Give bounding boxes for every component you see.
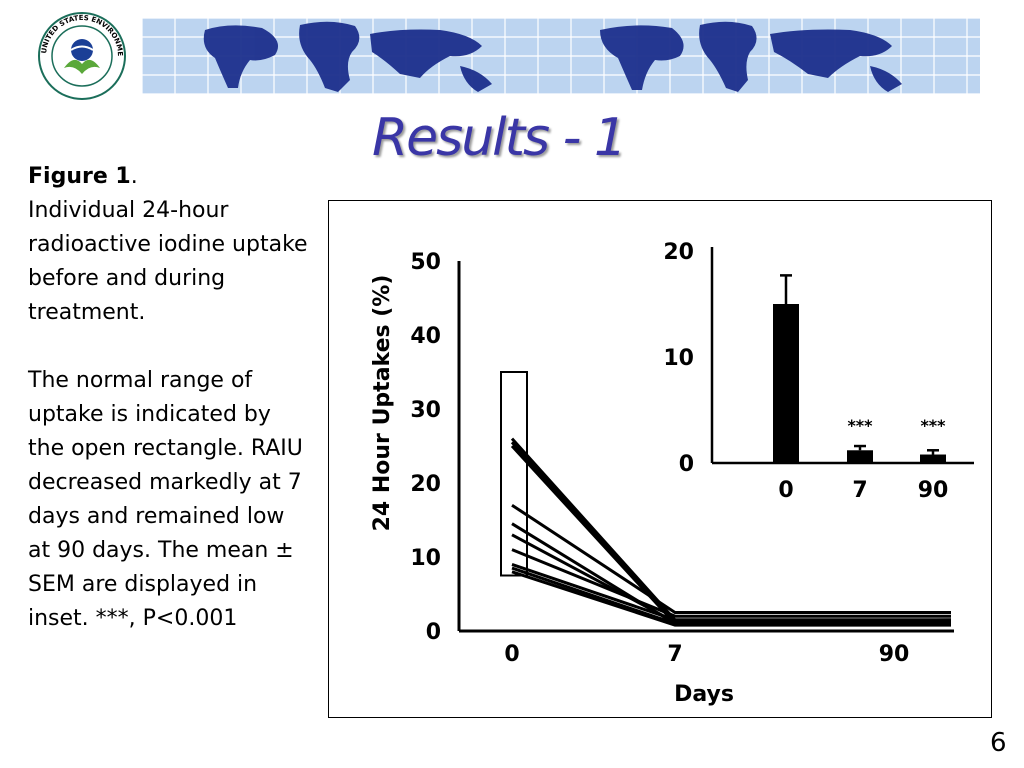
header-banner xyxy=(141,17,980,95)
figure-chart: 0 10 20 30 40 50 0 7 90 Days 24 Hour Uptakes (%… xyxy=(370,240,974,707)
page-number: 6 xyxy=(990,728,1007,758)
main-x-axis-label: Days xyxy=(674,682,734,707)
inset-bar-chart: *** *** 0 10 20 0 7 90 xyxy=(663,240,974,503)
inset-x-tick-label: 7 xyxy=(852,478,867,503)
figure-caption: Figure 1. Individual 24-hour radioactive … xyxy=(28,160,313,670)
main-series-line xyxy=(510,441,952,624)
main-y-tick-label: 50 xyxy=(410,250,441,275)
main-series-line xyxy=(511,522,951,626)
caption-paragraph-2: The normal range of uptake is indicated … xyxy=(28,364,313,636)
main-x-tick-labels: 0 7 90 xyxy=(504,642,909,667)
inset-x-tick-labels: 0 7 90 xyxy=(778,478,948,503)
main-series-line xyxy=(510,444,951,626)
chart-frame: 0 10 20 30 40 50 0 7 90 Days 24 Hour Uptakes (%… xyxy=(328,200,992,718)
main-y-tick-label: 0 xyxy=(426,620,441,645)
main-series-lines xyxy=(510,437,952,627)
main-series-line xyxy=(511,548,951,618)
main-y-tick-label: 30 xyxy=(410,398,441,423)
inset-x-tick-label: 0 xyxy=(778,478,793,503)
main-y-tick-label: 20 xyxy=(410,472,441,497)
caption-paragraph-1: Figure 1. Individual 24-hour radioactive … xyxy=(28,160,313,330)
main-line-chart: 0 10 20 30 40 50 0 7 90 Days 24 Hour Uptakes (%… xyxy=(370,250,954,707)
main-series-line xyxy=(511,570,951,627)
world-map-grid-icon xyxy=(141,17,980,95)
slide-title: Results - 1 xyxy=(372,108,627,168)
main-x-tick-label: 0 xyxy=(504,642,519,667)
inset-y-tick-labels: 0 10 20 xyxy=(663,240,694,477)
inset-bar xyxy=(920,454,946,463)
caption-text-2: The normal range of uptake is indicated … xyxy=(28,368,303,631)
main-series-line xyxy=(511,562,951,622)
main-y-tick-labels: 0 10 20 30 40 50 xyxy=(410,250,441,645)
main-y-tick-label: 10 xyxy=(410,546,441,571)
inset-bars: *** *** xyxy=(773,274,946,463)
main-y-axis-label: 24 Hour Uptakes (%) xyxy=(370,275,395,532)
main-x-tick-label: 7 xyxy=(667,642,682,667)
main-y-tick-label: 40 xyxy=(410,324,441,349)
inset-y-tick-label: 0 xyxy=(679,452,694,477)
normal-range-rectangle xyxy=(500,371,528,577)
epa-seal-icon: UNITED STATES ENVIRONMENTAL PROTECTION A… xyxy=(24,10,126,100)
main-series-line xyxy=(511,503,951,614)
figure-label-period: . xyxy=(130,164,138,189)
inset-y-tick-label: 10 xyxy=(663,346,694,371)
main-x-tick-label: 90 xyxy=(879,642,910,667)
inset-x-tick-label: 90 xyxy=(918,478,949,503)
inset-y-tick-label: 20 xyxy=(663,240,694,265)
inset-bar xyxy=(847,450,873,463)
significance-marker: *** xyxy=(920,416,946,435)
figure-label: Figure 1 xyxy=(28,164,131,189)
significance-marker: *** xyxy=(847,416,873,435)
inset-bar xyxy=(773,304,799,463)
caption-text-1: Individual 24-hour radioactive iodine up… xyxy=(28,198,308,325)
